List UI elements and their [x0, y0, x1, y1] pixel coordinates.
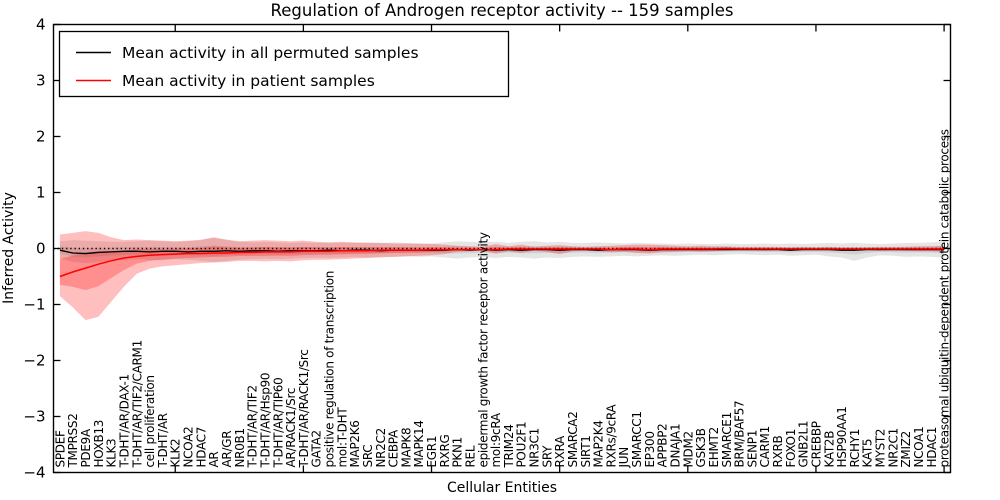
x-tick-label: NR0B1	[233, 428, 247, 467]
x-tick-label: SIRT1	[579, 435, 593, 467]
x-tick-label: NR3C1	[528, 428, 542, 467]
x-tick-label: SMARCC1	[630, 411, 644, 467]
x-tick-label: KAT5	[861, 439, 875, 468]
x-tick-label: PKN1	[451, 437, 465, 468]
x-tick-label: T-DHT/AR/TIF2/CARM1	[130, 340, 144, 468]
x-tick-label: AR/GR	[220, 431, 234, 468]
x-tick-label: RCHY1	[848, 429, 862, 468]
x-tick-label: NCOA2	[182, 427, 196, 468]
x-tick-label: MAP2K4	[592, 420, 606, 467]
x-tick-label: proteasomal ubiquitin-dependent protein …	[938, 129, 952, 467]
x-tick-label: REL	[463, 445, 477, 467]
legend-label-permuted: Mean activity in all permuted samples	[122, 44, 419, 62]
x-tick-label: HDAC1	[925, 427, 939, 468]
x-tick-label: RXRB	[771, 436, 785, 468]
x-tick-label: POU2F1	[515, 422, 529, 468]
x-tick-label: SRC	[361, 445, 375, 468]
x-tick-label: KAT2B	[822, 431, 836, 468]
x-tick-label: SMARCA2	[566, 411, 580, 467]
patient-mean-line	[59, 247, 945, 278]
x-tick-label: T-DHT/AR/TIP60	[271, 378, 285, 469]
y-tick-labels: 4 3 2 1 0 −1 −2 −3 −4	[23, 16, 45, 482]
axis-ticks	[53, 23, 951, 474]
x-tick-label: CEBPA	[387, 429, 401, 467]
x-tick-label: T-DHT/AR/TIF2	[246, 385, 260, 468]
x-tick-label: NR2C1	[886, 428, 900, 467]
y-tick-label: 2	[36, 128, 46, 146]
legend: Mean activity in all permuted samples Me…	[58, 30, 510, 98]
x-tick-label: MYST2	[874, 429, 888, 468]
x-tick-label: SRY	[540, 445, 554, 468]
x-tick-label: DNAJA1	[668, 424, 682, 468]
x-tick-label: GNB2L1	[797, 421, 811, 468]
x-axis-label: Cellular Entities	[447, 480, 557, 496]
x-tick-label: MDM2	[681, 431, 695, 467]
x-tick-label: NCOA1	[912, 427, 926, 468]
x-tick-label: T-DHT/AR/Hsp90	[258, 373, 272, 469]
x-tick-label: MAPK14	[412, 420, 426, 467]
x-tick-label: HSP90AA1	[835, 406, 849, 467]
legend-label-patient: Mean activity in patient samples	[122, 72, 375, 90]
x-tick-label: SENP1	[745, 430, 759, 468]
x-tick-label: NR2C2	[374, 428, 388, 467]
x-tick-label: RXRA	[553, 435, 567, 468]
x-tick-label: epidermal growth factor receptor activit…	[476, 232, 490, 467]
y-tick-label: 0	[36, 240, 46, 258]
x-tick-label: GATA2	[310, 430, 324, 467]
x-tick-label: RXRG	[438, 435, 452, 468]
x-tick-label: positive regulation of transcription	[323, 271, 337, 468]
x-tick-label: mol:9cRA	[489, 412, 503, 467]
x-tick-label: KLK3	[105, 439, 119, 468]
x-tick-label: T-DHT/AR	[156, 413, 170, 468]
x-tick-label: HDAC7	[194, 427, 208, 468]
chart-title: Regulation of Androgen receptor activity…	[271, 1, 734, 20]
x-tick-label: MAP2K6	[348, 420, 362, 467]
x-tick-label: TRIM24	[502, 424, 516, 468]
x-tick-label: HOXB13	[92, 420, 106, 468]
x-tick-label: T-DHT/AR/RACK1/Src	[297, 349, 311, 468]
x-tick-label: T-DHT/AR/DAX-1	[117, 374, 131, 468]
x-tick-label: AR	[207, 452, 221, 468]
x-tick-label: FOXO1	[784, 429, 798, 468]
x-tick-label: BRM/BAF57	[733, 401, 747, 468]
x-tick-label: MAPK8	[399, 428, 413, 468]
y-tick-label: −1	[23, 296, 45, 314]
x-tick-label: cell proliferation	[143, 375, 157, 467]
x-tick-label: JUN	[617, 447, 631, 468]
x-tick-label: TMPRSS2	[66, 413, 80, 468]
x-tick-label: CREBBP	[809, 421, 823, 467]
x-tick-label: EP300	[643, 431, 657, 467]
y-tick-label: −4	[23, 464, 45, 482]
y-tick-label: −2	[23, 352, 45, 370]
x-tick-label: EGR1	[425, 436, 439, 468]
x-tick-label: SMARCE1	[720, 412, 734, 467]
x-tick-label: KLK2	[169, 439, 183, 468]
y-axis-label: Inferred Activity	[1, 192, 17, 304]
y-tick-label: 4	[36, 16, 46, 34]
x-tick-label: ZMIZ2	[899, 431, 913, 467]
x-tick-label: GSK3B	[694, 428, 708, 467]
legend-box	[58, 30, 510, 98]
x-tick-label: AR/RACK1/Src	[284, 388, 298, 468]
x-tick-label: mol:T-DHT	[335, 407, 349, 468]
confidence-bands	[59, 231, 945, 321]
x-tick-labels: SPDEFTMPRSS2PDE9AHOXB13KLK3T-DHT/AR/DAX-…	[53, 129, 951, 468]
x-tick-label: RXRs/9cRA	[604, 404, 618, 468]
mean-lines	[59, 247, 945, 278]
y-tick-label: −3	[23, 408, 45, 426]
x-tick-label: EHMT2	[707, 427, 721, 467]
x-tick-label: APPBP2	[656, 424, 670, 468]
patient-band-inner	[59, 246, 945, 290]
y-tick-label: 1	[36, 184, 46, 202]
x-tick-label: CARM1	[758, 426, 772, 467]
y-tick-label: 3	[36, 72, 46, 90]
patient-band-outer	[59, 231, 945, 321]
x-tick-label: SPDEF	[53, 430, 67, 467]
x-tick-label: PDE9A	[79, 428, 93, 467]
